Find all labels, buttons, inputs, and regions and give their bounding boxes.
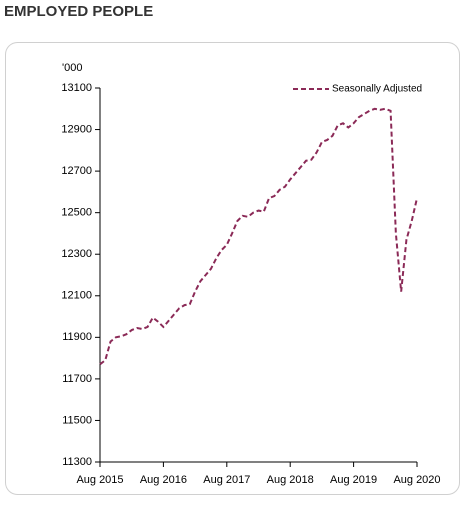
x-tick-label: Aug 2018 [267, 474, 314, 486]
y-tick-label: 12700 [61, 165, 92, 177]
y-tick-label: 12300 [61, 248, 92, 260]
y-tick-label: 11700 [62, 373, 92, 385]
y-tick-label: 11900 [62, 331, 92, 343]
y-tick-label: 13100 [61, 82, 92, 94]
legend-label: Seasonally Adjusted [332, 84, 422, 95]
x-tick-label: Aug 2020 [393, 474, 440, 486]
y-unit-label: '000 [62, 62, 82, 74]
x-tick-label: Aug 2016 [140, 474, 187, 486]
y-tick-label: 11300 [62, 456, 92, 468]
chart-title: EMPLOYED PEOPLE [4, 3, 153, 20]
y-tick-label: 12500 [61, 207, 92, 219]
y-tick-label: 11500 [62, 414, 92, 426]
panel [5, 42, 460, 495]
x-tick-label: Aug 2019 [330, 474, 377, 486]
x-tick-label: Aug 2015 [76, 474, 123, 486]
series-line [99, 107, 418, 366]
y-tick-label: 12100 [61, 290, 92, 302]
y-tick-label: 12900 [61, 123, 92, 135]
x-tick-label: Aug 2017 [203, 474, 250, 486]
